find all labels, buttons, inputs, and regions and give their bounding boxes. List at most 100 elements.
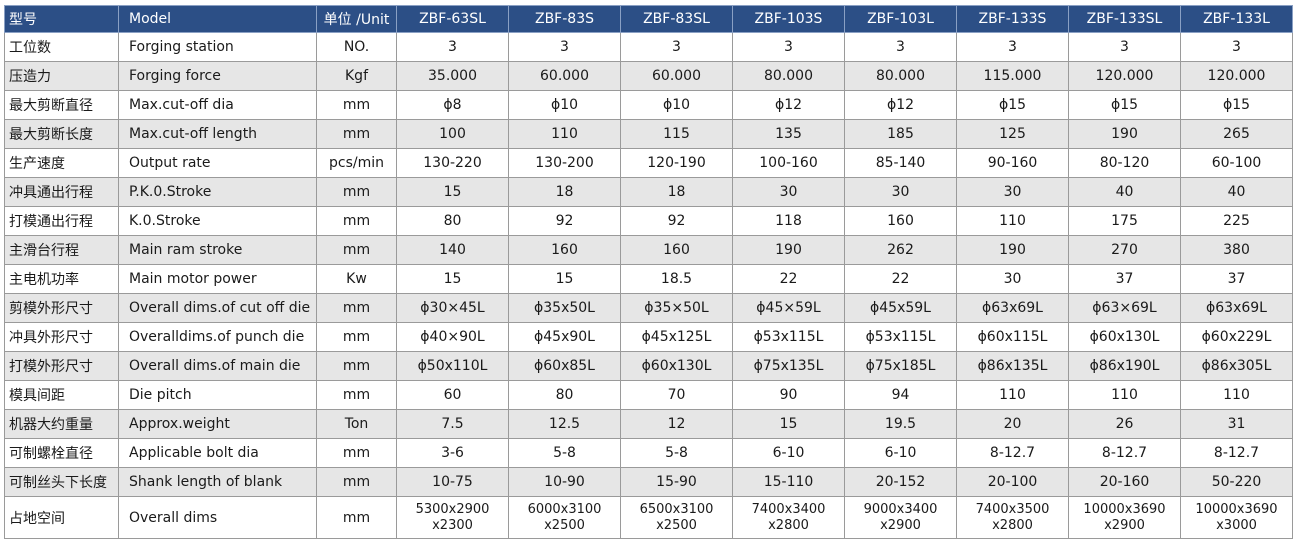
value-cell: ϕ15: [1180, 90, 1293, 120]
value-cell: 12.5: [508, 409, 621, 439]
value-cell: 92: [620, 206, 733, 236]
value-cell: 135: [732, 119, 845, 149]
table-row: 可制丝头下长度 Shank length of blank mm 10-75 10-90…: [4, 467, 1293, 497]
table-row: 生产速度 Output rate pcs/min 130-220 130-200 120-…: [4, 148, 1293, 178]
value-cell: ϕ10: [508, 90, 621, 120]
table-row: 模具间距 Die pitch mm 60 80 70 90 94 110 110 110: [4, 380, 1293, 410]
table-row: 压造力 Forging force Kgf 35.000 60.000 60.000 80.…: [4, 61, 1293, 91]
value-cell: 110: [956, 206, 1069, 236]
value-cell: ϕ75x135L: [732, 351, 845, 381]
value-cell: 80.000: [732, 61, 845, 91]
value-line: 10000x3690: [1195, 501, 1278, 517]
param-name-en: Shank length of blank: [118, 467, 317, 497]
param-name-en: Main ram stroke: [118, 235, 317, 265]
value-cell: 26: [1068, 409, 1181, 439]
value-line: x2800: [992, 517, 1033, 533]
value-cell: ϕ63x69L: [1180, 293, 1293, 323]
param-unit: mm: [316, 235, 397, 265]
value-cell: 80.000: [844, 61, 957, 91]
value-cell: 22: [732, 264, 845, 294]
table-row: 机器大约重量 Approx.weight Ton 7.5 12.5 12 15 19.5 20 2…: [4, 409, 1293, 439]
value-cell: 18.5: [620, 264, 733, 294]
value-line: 6500x3100: [639, 501, 714, 517]
value-cell: 3: [844, 32, 957, 62]
table-row: 工位数 Forging station NO. 3 3 3 3 3 3 3 3: [4, 32, 1293, 62]
value-cell: 225: [1180, 206, 1293, 236]
table-row: 最大剪断直径 Max.cut-off dia mm ϕ8 ϕ10 ϕ10 ϕ12 ϕ12 ϕ15…: [4, 90, 1293, 120]
spec-table: 型号 Model 单位 /Unit ZBF-63SL ZBF-83S ZBF-8…: [4, 5, 1293, 539]
param-unit: Kw: [316, 264, 397, 294]
value-cell: ϕ53x115L: [732, 322, 845, 352]
value-cell: ϕ45×59L: [732, 293, 845, 323]
value-line: x2300: [432, 517, 473, 533]
value-cell: 15: [508, 264, 621, 294]
value-cell: ϕ60x115L: [956, 322, 1069, 352]
value-cell: ϕ35x50L: [508, 293, 621, 323]
value-cell: ϕ10: [620, 90, 733, 120]
param-name-cn: 可制螺栓直径: [4, 438, 119, 468]
value-cell: 120.000: [1068, 61, 1181, 91]
value-cell: 175: [1068, 206, 1181, 236]
value-cell: 7400x3400 x2800: [732, 496, 845, 539]
header-model: ZBF-103L: [844, 5, 957, 33]
value-cell: 19.5: [844, 409, 957, 439]
table-row: 打模通出行程 K.0.Stroke mm 80 92 92 118 160 110 175 225: [4, 206, 1293, 236]
value-cell: 6-10: [732, 438, 845, 468]
value-cell: 3: [620, 32, 733, 62]
value-cell: 22: [844, 264, 957, 294]
value-cell: 110: [508, 119, 621, 149]
value-line: 6000x3100: [527, 501, 602, 517]
value-cell: 8-12.7: [1180, 438, 1293, 468]
value-cell: ϕ60x130L: [1068, 322, 1181, 352]
param-name-en: Max.cut-off dia: [118, 90, 317, 120]
value-cell: 265: [1180, 119, 1293, 149]
table-row: 占地空间 Overall dims mm 5300x2900 x2300 6000x310…: [4, 496, 1293, 539]
param-name-en: Overalldims.of punch die: [118, 322, 317, 352]
value-cell: 60.000: [508, 61, 621, 91]
value-cell: 100: [396, 119, 509, 149]
value-cell: 9000x3400 x2900: [844, 496, 957, 539]
value-cell: ϕ53x115L: [844, 322, 957, 352]
value-cell: ϕ8: [396, 90, 509, 120]
value-cell: ϕ45x59L: [844, 293, 957, 323]
value-cell: 40: [1180, 177, 1293, 207]
header-en: Model: [118, 5, 317, 33]
param-name-cn: 冲具通出行程: [4, 177, 119, 207]
value-cell: 3: [396, 32, 509, 62]
value-cell: 92: [508, 206, 621, 236]
param-unit: mm: [316, 177, 397, 207]
value-cell: 8-12.7: [956, 438, 1069, 468]
header-unit: 单位 /Unit: [316, 5, 397, 33]
table-row: 冲具通出行程 P.K.0.Stroke mm 15 18 18 30 30 30 40 40: [4, 177, 1293, 207]
value-cell: 3: [732, 32, 845, 62]
value-cell: ϕ60x130L: [620, 351, 733, 381]
value-cell: 110: [1068, 380, 1181, 410]
value-cell: 80: [396, 206, 509, 236]
value-cell: 125: [956, 119, 1069, 149]
value-cell: ϕ60x229L: [1180, 322, 1293, 352]
param-name-en: Forging force: [118, 61, 317, 91]
value-cell: ϕ45x125L: [620, 322, 733, 352]
value-cell: 110: [956, 380, 1069, 410]
value-cell: 60.000: [620, 61, 733, 91]
value-cell: 190: [956, 235, 1069, 265]
header-model: ZBF-63SL: [396, 5, 509, 33]
param-name-cn: 剪模外形尺寸: [4, 293, 119, 323]
value-cell: 118: [732, 206, 845, 236]
param-name-en: K.0.Stroke: [118, 206, 317, 236]
value-cell: ϕ86x135L: [956, 351, 1069, 381]
value-cell: 160: [844, 206, 957, 236]
param-unit: pcs/min: [316, 148, 397, 178]
value-cell: 5-8: [620, 438, 733, 468]
value-cell: ϕ86x190L: [1068, 351, 1181, 381]
value-cell: 90: [732, 380, 845, 410]
value-cell: 50-220: [1180, 467, 1293, 497]
header-model: ZBF-133L: [1180, 5, 1293, 33]
header-model: ZBF-83S: [508, 5, 621, 33]
header-row: 型号 Model 单位 /Unit ZBF-63SL ZBF-83S ZBF-8…: [4, 5, 1293, 33]
param-unit: mm: [316, 293, 397, 323]
value-cell: 10-75: [396, 467, 509, 497]
param-name-en: Output rate: [118, 148, 317, 178]
value-cell: 185: [844, 119, 957, 149]
value-cell: 20-160: [1068, 467, 1181, 497]
